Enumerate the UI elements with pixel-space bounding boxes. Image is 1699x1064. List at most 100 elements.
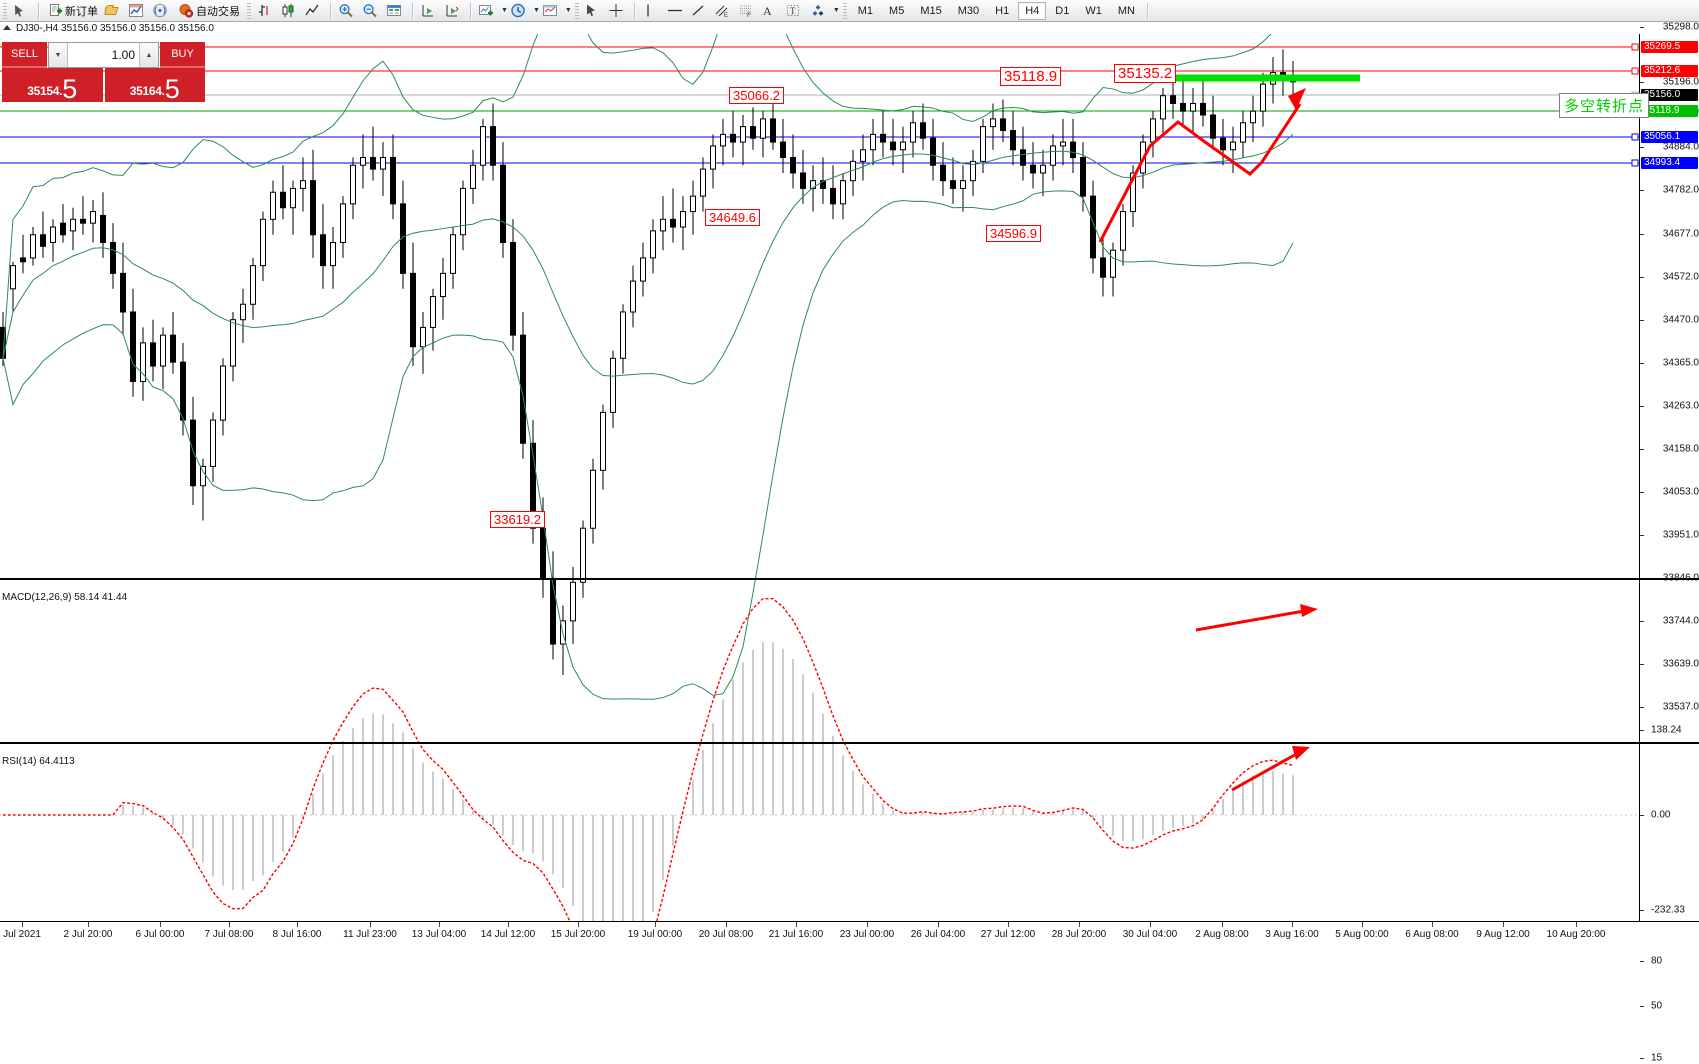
macd-tick xyxy=(1640,910,1644,911)
annotation-34596[interactable]: 34596.9 xyxy=(986,225,1041,242)
trendline-tool-icon[interactable] xyxy=(688,1,712,21)
indicators-icon[interactable] xyxy=(126,1,150,21)
auto-scroll-icon[interactable] xyxy=(442,1,466,21)
time-tick-label: 30 Jul 04:00 xyxy=(1122,929,1178,940)
folder-icon[interactable] xyxy=(102,1,126,21)
new-chart-icon[interactable] xyxy=(476,1,500,21)
zoom-out-icon[interactable] xyxy=(360,1,384,21)
fibonacci-tool-icon[interactable]: F xyxy=(736,1,760,21)
price-level-tag[interactable]: 35118.9 xyxy=(1641,105,1698,117)
time-tick xyxy=(1292,922,1293,927)
candle-body xyxy=(1040,164,1046,174)
rsi-tick xyxy=(1640,1058,1644,1059)
toolbar-grip-3[interactable] xyxy=(574,2,579,19)
objects-caret-icon[interactable]: ▼ xyxy=(832,7,840,14)
toolbar-separator-2 xyxy=(330,2,332,19)
text-label-tool-icon[interactable]: T xyxy=(784,1,808,21)
candle-body xyxy=(360,157,366,166)
collapse-triangle-icon[interactable] xyxy=(3,25,11,30)
sell-price-display[interactable]: 35154 . 5 xyxy=(2,68,103,103)
rsi-trend-arrow[interactable] xyxy=(1231,750,1301,792)
price-level-tag[interactable]: 35156.0 xyxy=(1641,89,1698,101)
candle-body xyxy=(390,157,396,205)
period-clock-icon[interactable] xyxy=(508,1,532,21)
annotation-turning-point[interactable]: 多空转折点 xyxy=(1559,93,1650,118)
price-level-tag[interactable]: 35269.5 xyxy=(1641,41,1698,53)
toolbar-grip-4[interactable] xyxy=(842,2,847,19)
timeframe-w1[interactable]: W1 xyxy=(1085,4,1102,17)
new-chart-caret-icon[interactable]: ▼ xyxy=(501,7,508,14)
timeframe-m30[interactable]: M30 xyxy=(957,4,980,17)
candle-body xyxy=(350,164,356,205)
signal-icon[interactable] xyxy=(150,1,174,21)
sell-button[interactable]: SELL xyxy=(2,42,47,68)
autotrading-button[interactable]: 自动交易 xyxy=(174,1,244,21)
volume-up-icon[interactable]: ▲ xyxy=(139,43,158,67)
toolbar-grip[interactable] xyxy=(3,2,7,19)
candle-body xyxy=(710,145,716,170)
annotation-35118[interactable]: 35118.9 xyxy=(1000,67,1062,86)
macd-trend-arrow[interactable] xyxy=(1195,608,1311,632)
price-level-handle[interactable] xyxy=(1631,133,1639,141)
candle-body xyxy=(550,577,556,645)
annotation-35066[interactable]: 35066.2 xyxy=(729,87,784,104)
candlestick-chart-icon[interactable] xyxy=(278,1,302,21)
candle-body xyxy=(340,203,346,243)
buy-price-display[interactable]: 35164 . 5 xyxy=(104,68,205,103)
price-chart-pane[interactable] xyxy=(0,34,1639,921)
candle-body xyxy=(590,469,596,529)
zoom-in-icon[interactable] xyxy=(336,1,360,21)
annotation-34649[interactable]: 34649.6 xyxy=(705,209,760,226)
macd-arrow-head xyxy=(1300,604,1318,617)
candle-body xyxy=(830,187,836,205)
timeframe-mn[interactable]: MN xyxy=(1117,4,1135,17)
pointer-tool-icon[interactable] xyxy=(582,1,606,21)
templates-caret-icon[interactable]: ▼ xyxy=(564,7,572,14)
macd-tick-label: -232.33 xyxy=(1651,904,1685,916)
price-level-tag[interactable]: 34993.4 xyxy=(1641,157,1698,169)
templates-icon[interactable] xyxy=(540,1,564,21)
candle-body xyxy=(20,257,26,263)
volume-down-icon[interactable]: ▼ xyxy=(49,43,68,67)
annotation-33619[interactable]: 33619.2 xyxy=(490,511,545,528)
trend-zigzag-line[interactable] xyxy=(1098,103,1302,243)
price-tick-label: 34263.0 xyxy=(1662,400,1699,412)
timeframe-h4[interactable]: H4 xyxy=(1018,1,1047,20)
price-level-tag[interactable]: 35212.6 xyxy=(1641,65,1698,77)
vertical-line-tool-icon[interactable] xyxy=(640,1,664,21)
chart-shift-icon[interactable] xyxy=(418,1,442,21)
volume-input[interactable]: 1.00 xyxy=(111,48,135,62)
period-caret-icon[interactable]: ▼ xyxy=(532,7,540,14)
candle-body xyxy=(40,234,46,247)
candle-body xyxy=(1200,102,1206,116)
candle-body xyxy=(690,195,696,213)
macd-pane xyxy=(0,597,1639,921)
timeframe-h1[interactable]: H1 xyxy=(995,4,1010,17)
toolbar-grip-2[interactable] xyxy=(247,2,251,19)
volume-stepper[interactable]: ▼ 1.00 ▲ xyxy=(48,42,159,68)
price-level-handle[interactable] xyxy=(1631,67,1639,75)
data-window-icon[interactable] xyxy=(384,1,408,21)
cursor-tool-button[interactable] xyxy=(10,1,34,21)
text-tool-icon[interactable]: A xyxy=(760,1,784,21)
new-order-button[interactable]: 新订单 xyxy=(44,1,102,21)
timeframe-m5[interactable]: M5 xyxy=(889,4,905,17)
equidistant-channel-tool-icon[interactable]: E xyxy=(712,1,736,21)
time-axis[interactable]: Jul 2021 2 Jul 20:00 6 Jul 00:00 7 Jul 08:0… xyxy=(0,921,1699,945)
annotation-35135[interactable]: 35135.2 xyxy=(1114,64,1177,83)
price-level-handle[interactable] xyxy=(1631,43,1639,51)
buy-button[interactable]: BUY xyxy=(160,42,205,68)
crosshair-tool-icon[interactable] xyxy=(606,1,630,21)
price-level-tag[interactable]: 35056.1 xyxy=(1641,131,1698,143)
price-level-handle[interactable] xyxy=(1631,159,1639,167)
bar-chart-icon[interactable] xyxy=(254,1,278,21)
drawn-analysis-overlay[interactable] xyxy=(1098,74,1360,243)
objects-tool-icon[interactable] xyxy=(808,1,832,21)
horizontal-line-tool-icon[interactable] xyxy=(664,1,688,21)
timeframe-d1[interactable]: D1 xyxy=(1055,4,1070,17)
timeframe-m15[interactable]: M15 xyxy=(920,4,942,17)
line-chart-icon[interactable] xyxy=(302,1,326,21)
timeframe-m1[interactable]: M1 xyxy=(857,4,874,17)
one-click-trading-panel[interactable]: SELL ▼ 1.00 ▲ BUY 35154 . 5 35164 . 5 xyxy=(2,42,205,103)
price-axis[interactable]: 35298.035196.035091.034884.034782.034677… xyxy=(1639,22,1699,1064)
